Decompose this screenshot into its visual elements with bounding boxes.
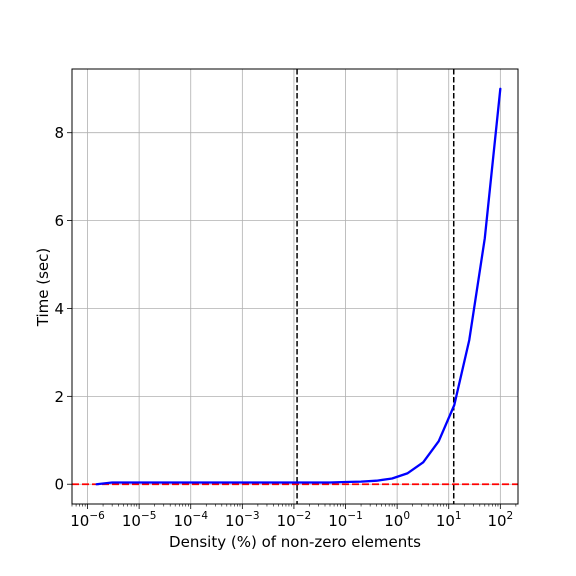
- x-tick-label-base: 10: [384, 512, 403, 530]
- reference-lines: [72, 69, 518, 504]
- y-tick-label: 0: [54, 476, 64, 494]
- x-tick-label-exponent: 1: [455, 510, 462, 522]
- x-tick-label-exponent: 2: [507, 510, 514, 522]
- y-tick-label: 2: [54, 388, 64, 406]
- x-tick-label-exponent: −3: [244, 510, 259, 522]
- x-tick-label: 10−5: [122, 510, 157, 530]
- x-tick-label-exponent: 0: [403, 510, 410, 522]
- x-tick-label: 10−2: [277, 510, 312, 530]
- x-tick-label-base: 10: [122, 512, 141, 530]
- x-tick-label-base: 10: [225, 512, 244, 530]
- x-tick-label: 10−1: [328, 510, 363, 530]
- series-line: [95, 87, 502, 486]
- x-tick-label-base: 10: [328, 512, 347, 530]
- x-tick-label-base: 10: [277, 512, 296, 530]
- y-tick-label: 8: [54, 124, 64, 142]
- x-tick-label-exponent: −4: [193, 510, 209, 522]
- x-tick-label-exponent: −2: [296, 510, 311, 522]
- x-tick-label-exponent: −6: [89, 510, 105, 522]
- y-axis-label: Time (sec): [34, 248, 52, 327]
- series-layer: [95, 87, 502, 486]
- x-tick-label: 10−3: [225, 510, 260, 530]
- x-tick-label: 102: [487, 510, 513, 530]
- x-tick-label-base: 10: [487, 512, 506, 530]
- y-tick-label: 6: [54, 212, 64, 230]
- x-tick-label-exponent: −5: [141, 510, 156, 522]
- x-tick-label-base: 10: [70, 512, 89, 530]
- x-tick-label-exponent: −1: [347, 510, 362, 522]
- grid: [72, 69, 518, 504]
- x-tick-label: 101: [436, 510, 462, 530]
- x-tick-label: 100: [384, 510, 410, 530]
- y-tick-label: 4: [54, 300, 64, 318]
- x-tick-label-base: 10: [173, 512, 192, 530]
- x-tick-label-base: 10: [436, 512, 455, 530]
- x-axis-label: Density (%) of non-zero elements: [169, 533, 421, 551]
- x-tick-label: 10−6: [70, 510, 105, 530]
- plot-frame: [71, 68, 519, 505]
- x-tick-label: 10−4: [173, 510, 208, 530]
